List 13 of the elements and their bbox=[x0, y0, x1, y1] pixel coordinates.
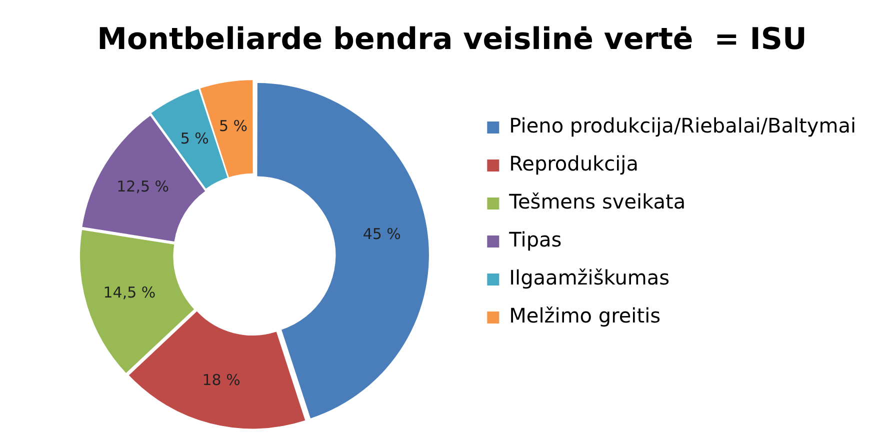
legend-label: Tipas bbox=[508, 228, 562, 252]
legend-label: Reprodukcija bbox=[509, 152, 638, 176]
chart-title: Montbeliarde bendra veislinė vertė = ISU bbox=[97, 22, 807, 57]
data-label: 14,5 % bbox=[103, 284, 156, 302]
data-label: 5 % bbox=[218, 117, 248, 136]
data-label: 45 % bbox=[362, 225, 401, 244]
data-label: 5 % bbox=[180, 130, 209, 148]
legend-label: Ilgaamžiškumas bbox=[509, 266, 670, 290]
legend-label: Pieno produkcija/Riebalai/Baltymai bbox=[509, 114, 856, 138]
legend-label: Melžimo greitis bbox=[509, 304, 661, 328]
data-label: 12,5 % bbox=[116, 178, 170, 196]
data-label: 18 % bbox=[202, 371, 240, 390]
legend-label: Tešmens sveikata bbox=[508, 190, 686, 214]
